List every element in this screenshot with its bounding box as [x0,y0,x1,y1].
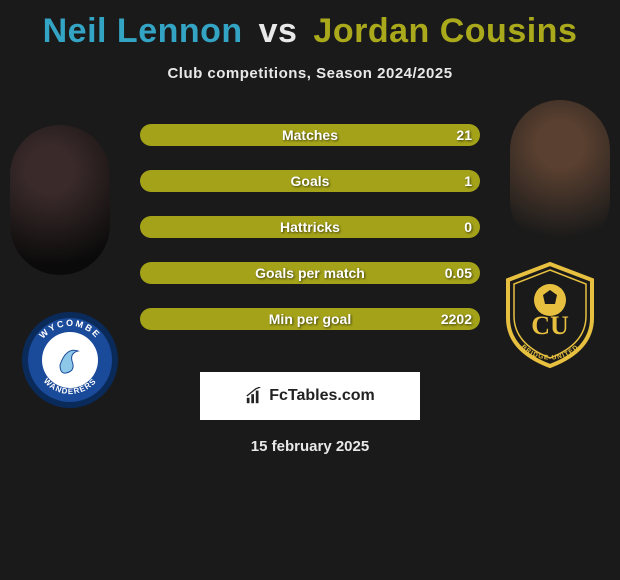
club-badge-right: CU BRIDGE UNITED [500,260,600,370]
stat-label: Goals [291,173,330,189]
player1-name: Neil Lennon [43,12,243,50]
stat-row: Matches 21 [140,124,480,146]
stat-value-right: 2202 [441,311,472,327]
date-label: 15 february 2025 [0,438,620,455]
chart-icon [245,387,263,405]
stat-label: Min per goal [269,311,351,327]
stat-label: Goals per match [255,265,365,281]
stat-value-right: 1 [464,173,472,189]
stat-value-right: 0.05 [445,265,472,281]
branding-text: FcTables.com [269,387,375,405]
stat-label: Matches [282,127,338,143]
stat-row: Min per goal 2202 [140,308,480,330]
stat-row: Goals per match 0.05 [140,262,480,284]
stat-label: Hattricks [280,219,340,235]
subtitle: Club competitions, Season 2024/2025 [0,65,620,82]
player2-name: Jordan Cousins [313,12,577,50]
stat-value-right: 21 [456,127,472,143]
branding-box: FcTables.com [200,372,420,420]
vs-label: vs [259,12,298,50]
stat-value-right: 0 [464,219,472,235]
stat-row: Hattricks 0 [140,216,480,238]
svg-text:CU: CU [531,311,569,340]
stats-container: Matches 21 Goals 1 Hattricks 0 Goals per… [140,124,480,330]
player1-photo [10,125,110,275]
comparison-title: Neil Lennon vs Jordan Cousins [0,0,620,51]
player2-photo [510,100,610,250]
stat-row: Goals 1 [140,170,480,192]
club-badge-left: WYCOMBE WANDERERS [20,305,120,415]
